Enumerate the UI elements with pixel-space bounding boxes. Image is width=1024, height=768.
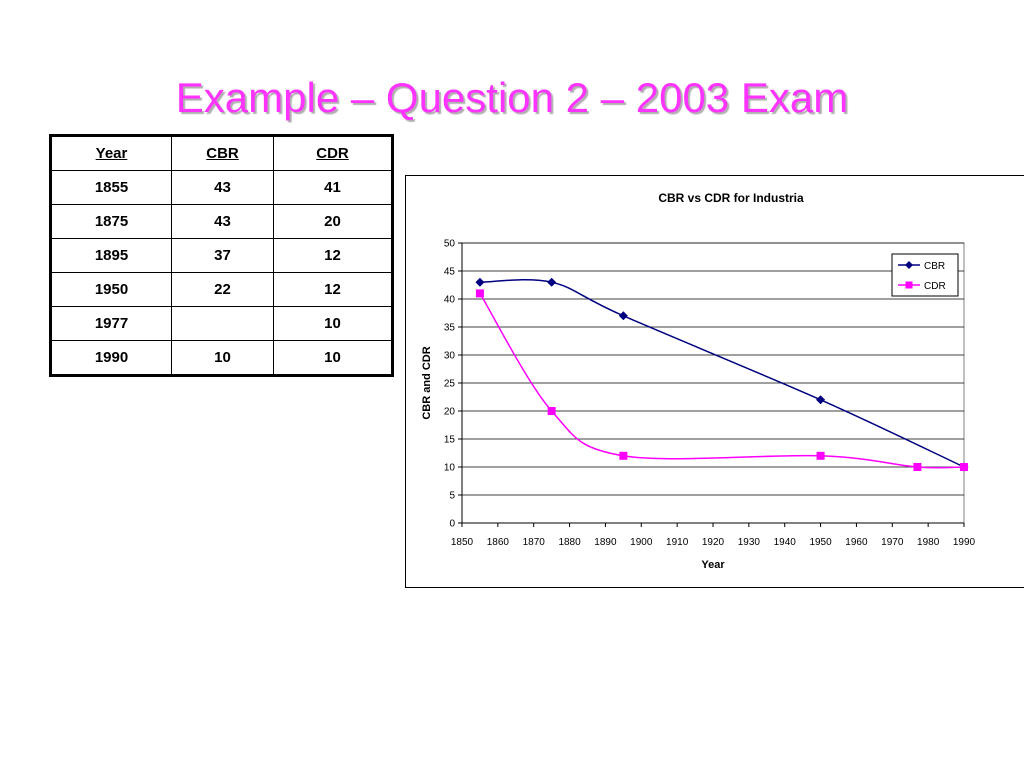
cdr-point xyxy=(816,451,825,460)
cbr-point xyxy=(618,311,628,321)
x-tick-label: 1950 xyxy=(809,537,832,548)
line-chart: CBR vs CDR for Industria 0 5 10 15 20 25 30 35 40… xyxy=(421,191,976,571)
y-tick-label: 10 xyxy=(444,463,456,474)
x-tick-label: 1870 xyxy=(523,537,546,548)
legend-cdr-marker xyxy=(905,281,913,289)
x-tick-label: 1910 xyxy=(666,537,689,548)
cdr-point xyxy=(475,289,484,298)
cell-year: 1895 xyxy=(50,238,172,273)
table-row: 1895 37 12 xyxy=(50,238,393,273)
cell-year: 1855 xyxy=(50,170,172,205)
cell-cdr: 10 xyxy=(273,306,393,341)
y-tick-label: 20 xyxy=(444,407,456,418)
table-row: 1875 43 20 xyxy=(50,204,393,239)
y-tick-label: 45 xyxy=(444,267,456,278)
cell-year: 1977 xyxy=(50,306,172,341)
cbr-point xyxy=(475,277,485,287)
legend-cbr-marker xyxy=(905,261,913,269)
slide-title: Example – Question 2 – 2003 Exam xyxy=(175,74,849,121)
cell-cdr: 12 xyxy=(273,238,393,273)
table-row: 1990 10 10 xyxy=(50,340,393,376)
table-header-row: Year CBR CDR xyxy=(50,135,393,171)
y-tick-label: 35 xyxy=(444,323,456,334)
x-tick-label: 1880 xyxy=(558,537,581,548)
x-axis-title: Year xyxy=(701,559,725,571)
x-tick-label: 1850 xyxy=(451,537,474,548)
y-tick-label: 5 xyxy=(449,491,455,502)
y-tick-label: 0 xyxy=(449,519,455,530)
cell-cbr: 43 xyxy=(171,204,274,239)
x-tick-label: 1990 xyxy=(953,537,976,548)
cell-cdr: 12 xyxy=(273,272,393,307)
legend-box xyxy=(891,253,959,297)
table-row: 1855 43 41 xyxy=(50,170,393,205)
cdr-point xyxy=(913,463,922,471)
header-cdr: CDR xyxy=(273,135,393,171)
x-tick-label: 1940 xyxy=(774,537,797,548)
x-tick-label: 1900 xyxy=(630,537,653,548)
x-tick-label: 1960 xyxy=(845,537,868,548)
x-tick-label: 1860 xyxy=(487,537,510,548)
cdr-point xyxy=(960,463,968,471)
y-tick-label: 30 xyxy=(444,351,456,362)
y-tick-label: 15 xyxy=(444,435,456,446)
legend-cbr-label: CBR xyxy=(924,261,945,272)
cell-cbr: 37 xyxy=(171,238,274,273)
data-table: Year CBR CDR 1855 43 41 1875 43 20 1895 … xyxy=(49,134,394,377)
cbr-line xyxy=(479,278,965,468)
table-row: 1977 10 xyxy=(50,306,393,341)
legend-cdr-label: CDR xyxy=(924,281,946,292)
cell-cbr: 10 xyxy=(171,340,274,376)
y-tick-label: 40 xyxy=(444,295,456,306)
y-tick-label: 50 xyxy=(444,239,456,250)
cell-year: 1875 xyxy=(50,204,172,239)
cell-cbr xyxy=(171,306,274,341)
cdr-point xyxy=(547,407,556,415)
cell-cdr: 41 xyxy=(273,170,393,205)
cell-cdr: 20 xyxy=(273,204,393,239)
x-tick-label: 1970 xyxy=(881,537,904,548)
cdr-point xyxy=(619,451,628,460)
cell-cbr: 43 xyxy=(171,170,274,205)
cbr-point xyxy=(816,395,826,405)
header-cbr: CBR xyxy=(171,135,274,171)
x-tick-label: 1930 xyxy=(738,537,761,548)
cbr-point xyxy=(547,277,557,287)
cell-cdr: 10 xyxy=(273,340,393,376)
cell-cbr: 22 xyxy=(171,272,274,307)
y-tick-label: 25 xyxy=(444,379,456,390)
header-year: Year xyxy=(50,135,172,171)
table-row: 1950 22 12 xyxy=(50,272,393,307)
x-tick-label: 1920 xyxy=(702,537,725,548)
chart-title: CBR vs CDR for Industria xyxy=(658,191,804,205)
chart-container: CBR vs CDR for Industria 0 5 10 15 20 25 30 35 40… xyxy=(405,175,1024,588)
cell-year: 1990 xyxy=(50,340,172,376)
cell-year: 1950 xyxy=(50,272,172,307)
y-axis-title: CBR and CDR xyxy=(421,346,433,419)
x-tick-label: 1980 xyxy=(917,537,940,548)
x-tick-label: 1890 xyxy=(594,537,617,548)
